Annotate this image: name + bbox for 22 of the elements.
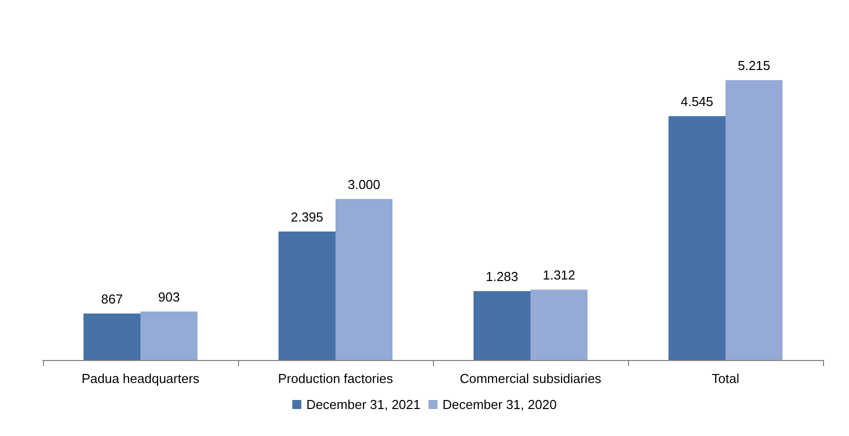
bar (668, 116, 726, 360)
x-tick-label: Padua headquarters (82, 371, 200, 386)
bar (84, 313, 140, 360)
data-label: 1.283 (486, 269, 518, 284)
data-label: 1.312 (542, 268, 576, 283)
legend-label: December 31, 2021 (306, 397, 421, 412)
x-tick-label: Total (712, 371, 740, 386)
data-label: 867 (101, 291, 123, 306)
bar (140, 312, 198, 360)
x-tick-label: Production factories (278, 371, 394, 386)
x-tick-label: Commercial subsidiaries (460, 371, 602, 386)
data-label: 3.000 (348, 177, 380, 192)
data-label: 2.395 (290, 209, 324, 224)
bar (278, 231, 336, 360)
data-label: 4.545 (680, 94, 714, 110)
data-label: 5.215 (738, 58, 770, 74)
bar (530, 290, 588, 360)
bar (726, 80, 782, 360)
bar (474, 291, 530, 360)
bar (336, 199, 392, 360)
data-label: 903 (158, 290, 180, 305)
legend-label: December 31, 2020 (442, 397, 557, 412)
